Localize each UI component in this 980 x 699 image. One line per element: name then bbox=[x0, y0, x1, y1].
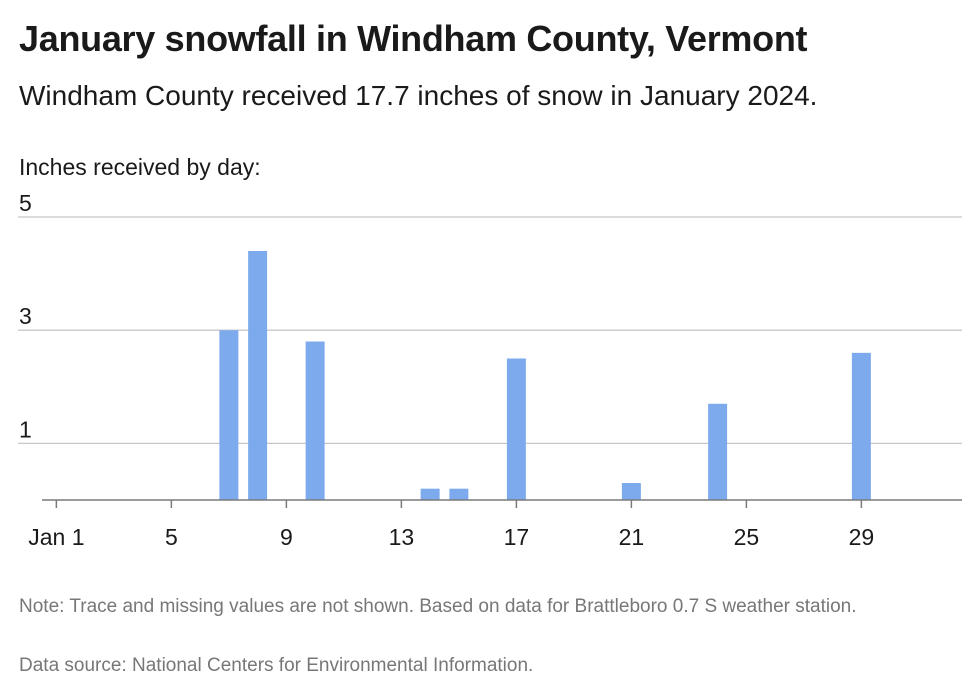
x-tick-label: 17 bbox=[504, 524, 530, 550]
chart-title: January snowfall in Windham County, Verm… bbox=[19, 18, 808, 59]
y-axis-label: Inches received by day: bbox=[19, 154, 261, 180]
bar bbox=[305, 341, 325, 500]
bar bbox=[851, 352, 871, 500]
data-source: Data source: National Centers for Enviro… bbox=[19, 655, 534, 676]
x-tick-label: 29 bbox=[849, 524, 875, 550]
x-tick-label: 13 bbox=[389, 524, 415, 550]
bar bbox=[621, 483, 641, 500]
y-tick-label: 3 bbox=[19, 303, 32, 329]
footnote: Note: Trace and missing values are not s… bbox=[19, 596, 857, 617]
x-tick-label: 9 bbox=[280, 524, 293, 550]
bar bbox=[506, 358, 526, 500]
x-axis-ticks: Jan 1 5 9 13 17 21 25 29 bbox=[28, 524, 874, 550]
bar bbox=[420, 488, 440, 500]
y-tick-label: 5 bbox=[19, 190, 32, 216]
bar bbox=[219, 330, 239, 500]
bar bbox=[449, 488, 469, 500]
y-tick-label: 1 bbox=[19, 416, 32, 442]
bar bbox=[708, 403, 728, 500]
x-tick-label: 5 bbox=[165, 524, 178, 550]
chart-subtitle: Windham County received 17.7 inches of s… bbox=[19, 80, 818, 111]
snowfall-bar-chart: 135 Jan 1 5 9 13 17 21 25 29 bbox=[18, 190, 962, 550]
y-axis-ticks: 1 3 5 bbox=[19, 190, 32, 442]
x-tick-label: 21 bbox=[619, 524, 645, 550]
bars bbox=[219, 250, 871, 500]
gridlines bbox=[18, 216, 962, 445]
x-tick-label: Jan 1 bbox=[28, 524, 84, 550]
x-axis bbox=[42, 499, 962, 508]
x-tick-label: 25 bbox=[734, 524, 760, 550]
bar bbox=[248, 250, 268, 500]
